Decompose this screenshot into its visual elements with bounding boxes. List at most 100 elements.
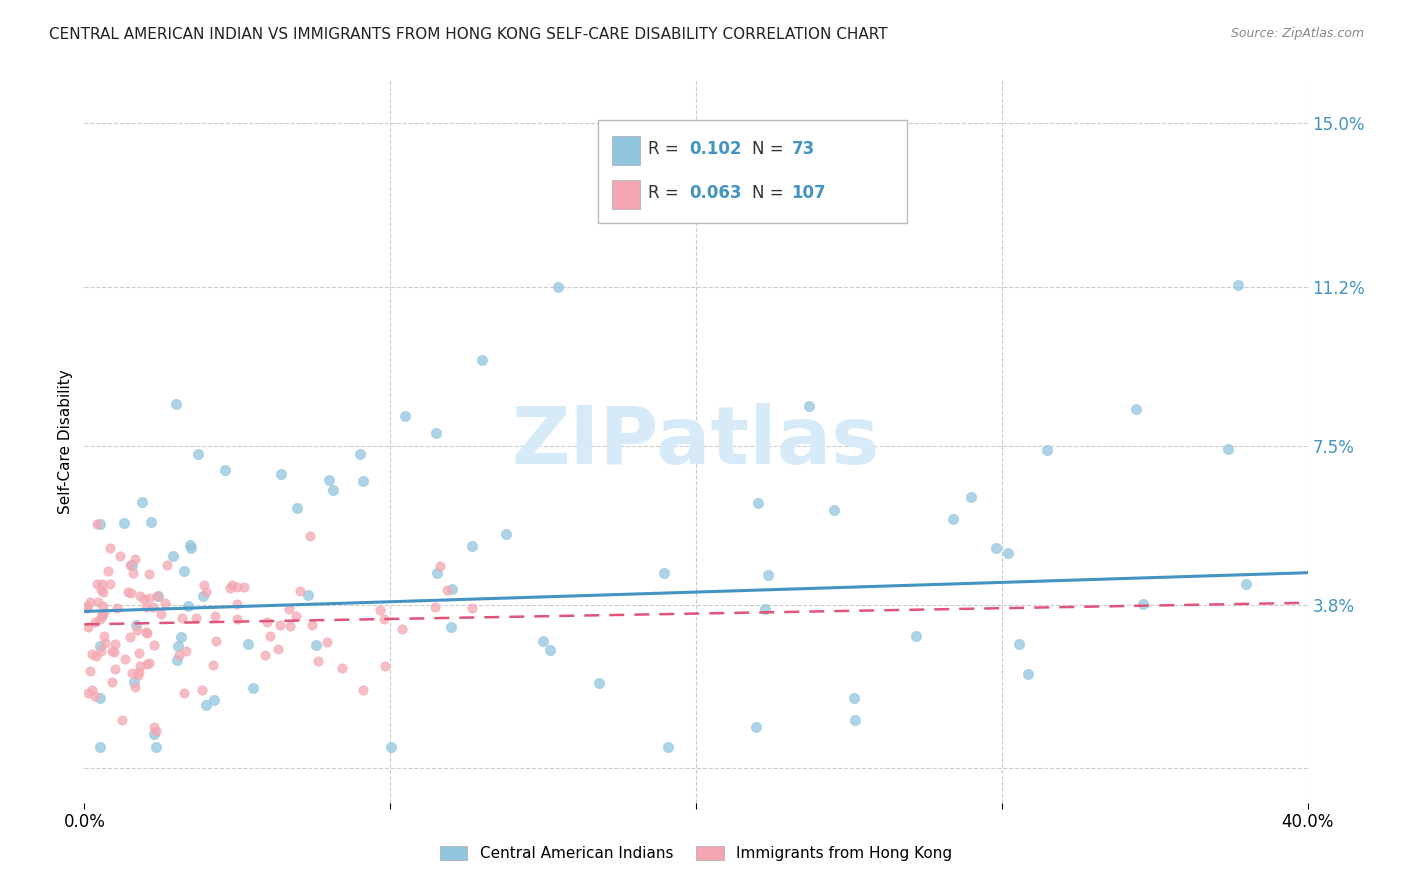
Text: 73: 73 [792,140,815,158]
Point [202,693,225,707]
Point [205,634,228,648]
Point [125,618,148,632]
Point [146,590,169,604]
Point [89,739,111,754]
Point [1234,577,1257,591]
Point [118,558,141,573]
Point [225,612,247,626]
Point [142,599,165,614]
Point [146,590,169,604]
Point [120,586,142,600]
Point [167,648,190,662]
Point [254,648,277,663]
Point [89,690,111,705]
Point [277,601,299,615]
Point [100,643,122,657]
Point [531,634,554,648]
Point [142,720,165,734]
Point [112,516,135,530]
Text: CENTRAL AMERICAN INDIAN VS IMMIGRANTS FROM HONG KONG SELF-CARE DISABILITY CORREL: CENTRAL AMERICAN INDIAN VS IMMIGRANTS FR… [49,27,887,42]
Point [76,599,98,614]
Point [368,603,391,617]
Point [823,503,845,517]
Point [97,564,120,578]
Point [124,552,146,566]
Point [162,549,184,563]
Point [285,501,308,516]
Point [155,558,177,572]
Point [236,637,259,651]
Point [391,622,413,636]
Point [440,582,463,596]
Point [756,568,779,582]
Point [394,409,416,423]
Point [984,541,1007,555]
Point [588,675,610,690]
Point [86,648,108,663]
Point [173,564,195,578]
Point [121,665,143,680]
Point [225,580,247,594]
Point [127,668,149,682]
Point [117,585,139,599]
Point [100,576,122,591]
Point [1017,666,1039,681]
Point [83,689,105,703]
Point [90,582,112,597]
Point [145,739,167,754]
Point [138,656,160,670]
Point [960,491,983,505]
Point [844,713,866,727]
Point [269,618,291,632]
Point [86,516,108,531]
Point [76,600,98,615]
Point [1226,278,1249,293]
Point [135,624,157,639]
Point [426,566,449,580]
Point [103,645,125,659]
Point [132,592,155,607]
Text: N =: N = [752,140,789,158]
Point [315,635,337,649]
Point [194,698,217,712]
Point [110,549,132,563]
Point [191,589,214,603]
Point [1132,597,1154,611]
Point [1125,402,1147,417]
Point [259,629,281,643]
Point [124,680,146,694]
Point [495,526,517,541]
Point [142,638,165,652]
Point [305,638,328,652]
Point [745,720,768,734]
Point [79,664,101,678]
Point [429,559,451,574]
Point [904,629,927,643]
Point [184,611,207,625]
Point [204,609,226,624]
Point [89,612,111,626]
Point [94,636,117,650]
Point [301,617,323,632]
Text: 0.102: 0.102 [689,140,741,158]
Point [153,596,176,610]
Point [307,654,329,668]
Point [652,566,675,581]
Point [942,512,965,526]
Point [136,657,159,671]
Point [349,447,371,461]
Point [129,658,152,673]
Text: R =: R = [648,140,685,158]
Point [221,578,243,592]
Point [166,653,188,667]
Point [90,644,112,658]
Point [380,739,402,754]
Text: R =: R = [648,184,685,202]
Point [1008,637,1031,651]
Point [538,643,561,657]
Point [170,630,193,644]
Point [114,652,136,666]
Point [193,578,215,592]
Point [98,541,121,555]
Point [131,494,153,508]
